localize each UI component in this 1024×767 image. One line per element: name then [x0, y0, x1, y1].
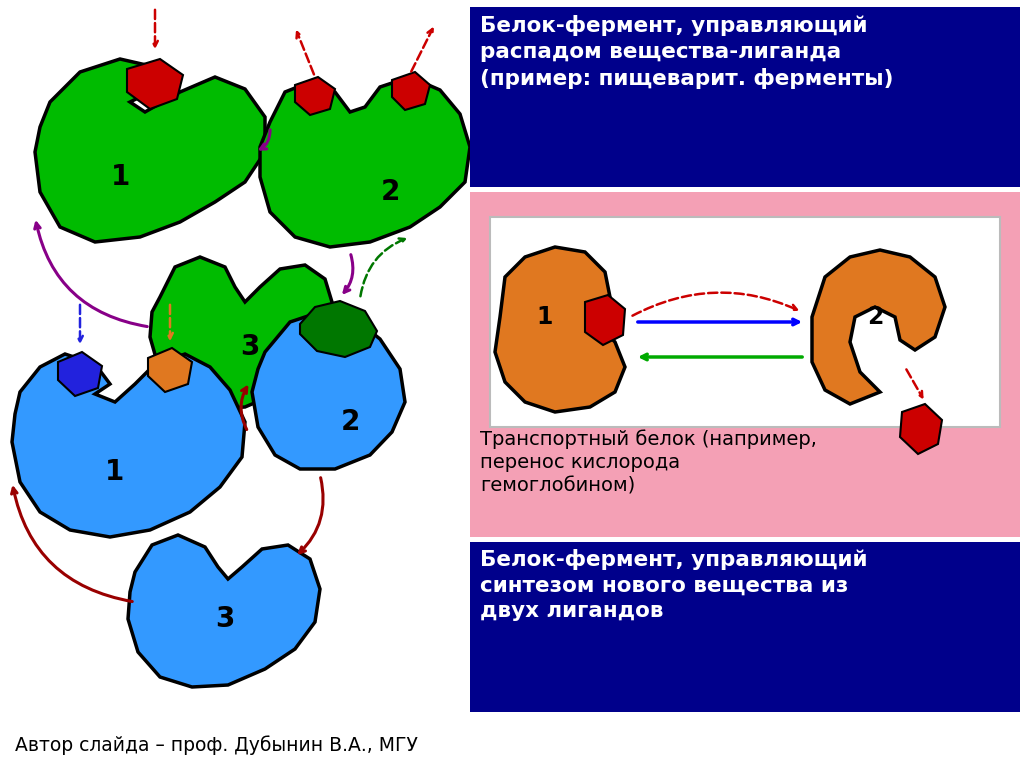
- Text: Транспортный белок (например,
перенос кислорода
гемоглобином): Транспортный белок (например, перенос ки…: [480, 429, 817, 495]
- FancyBboxPatch shape: [470, 192, 1020, 537]
- Polygon shape: [260, 77, 470, 247]
- Polygon shape: [35, 59, 265, 242]
- Text: 3: 3: [241, 333, 260, 361]
- Polygon shape: [295, 77, 335, 115]
- Text: Белок-фермент, управляющий
синтезом нового вещества из
двух лигандов: Белок-фермент, управляющий синтезом ново…: [480, 549, 867, 621]
- Text: 1: 1: [537, 305, 553, 329]
- Polygon shape: [128, 535, 319, 687]
- Polygon shape: [495, 247, 625, 412]
- Text: Белок-фермент, управляющий
распадом вещества-лиганда
(пример: пищеварит. фермент: Белок-фермент, управляющий распадом веще…: [480, 15, 894, 88]
- Polygon shape: [300, 301, 377, 357]
- Text: 2: 2: [340, 408, 359, 436]
- Polygon shape: [585, 295, 625, 345]
- Polygon shape: [392, 72, 430, 110]
- FancyBboxPatch shape: [470, 7, 1020, 187]
- Text: 2: 2: [866, 305, 883, 329]
- Polygon shape: [148, 348, 193, 392]
- Text: 1: 1: [105, 458, 125, 486]
- Polygon shape: [58, 352, 102, 396]
- Polygon shape: [12, 354, 245, 537]
- Text: 3: 3: [215, 605, 234, 633]
- Polygon shape: [252, 312, 406, 469]
- Text: 1: 1: [111, 163, 130, 191]
- Text: 2: 2: [380, 178, 399, 206]
- Text: Автор слайда – проф. Дубынин В.А., МГУ: Автор слайда – проф. Дубынин В.А., МГУ: [15, 735, 418, 755]
- FancyBboxPatch shape: [490, 217, 1000, 427]
- Polygon shape: [150, 257, 335, 409]
- Polygon shape: [900, 404, 942, 454]
- Polygon shape: [127, 59, 183, 109]
- FancyBboxPatch shape: [470, 542, 1020, 712]
- Polygon shape: [812, 250, 945, 404]
